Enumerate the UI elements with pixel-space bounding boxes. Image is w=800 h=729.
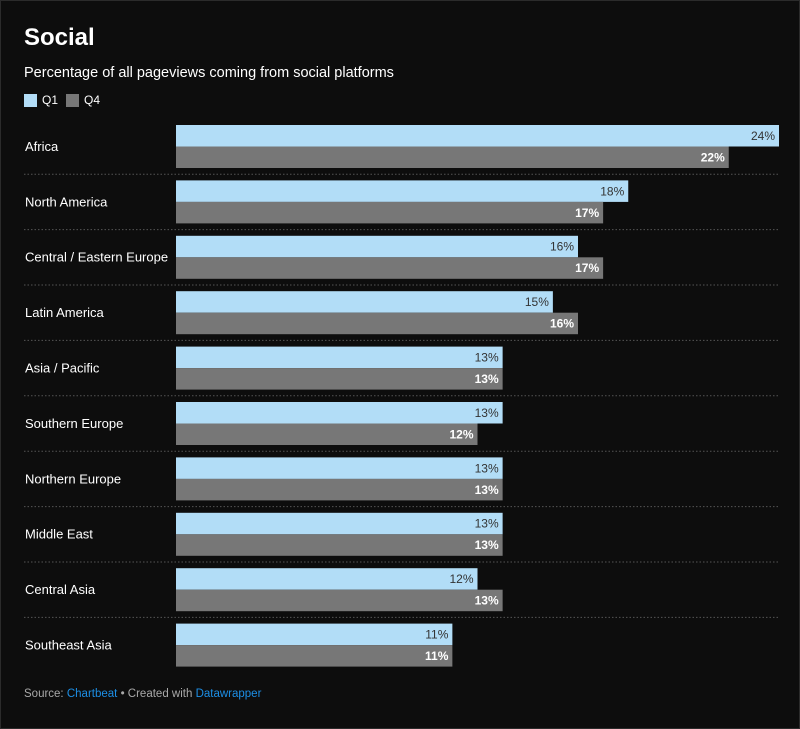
value-label-q1-central-asia: 12% — [449, 572, 473, 586]
category-label-southern-europe: Southern Europe — [25, 416, 123, 431]
value-label-q1-southeast-asia: 11% — [425, 628, 448, 642]
legend-label-q1: Q1 — [42, 93, 59, 107]
category-label-latin-america: Latin America — [25, 305, 105, 320]
chart-title: Social — [24, 24, 95, 51]
bar-q1-middle-east — [176, 512, 503, 535]
legend-item-q1: Q1 — [24, 93, 58, 107]
value-label-q1-northern-europe: 13% — [475, 461, 499, 475]
value-label-q4-southeast-asia: 11% — [425, 649, 449, 663]
datawrapper-link[interactable]: Datawrapper — [195, 688, 262, 700]
footer-created-with: Created with — [127, 688, 193, 700]
bar-q4-central-eastern-europe — [176, 257, 604, 279]
bar-q4-central-asia — [176, 589, 503, 612]
value-label-q4-northern-europe: 13% — [475, 483, 499, 497]
value-label-q1-southern-europe: 13% — [475, 406, 499, 420]
value-label-q1-latin-america: 15% — [525, 295, 549, 309]
value-label-q4-southern-europe: 12% — [449, 427, 473, 441]
category-label-africa: Africa — [25, 139, 59, 154]
footer-separator: • — [120, 688, 125, 700]
legend-swatch-q1 — [24, 93, 37, 107]
chart-subtitle: Percentage of all pageviews coming from … — [24, 65, 394, 81]
source-link[interactable]: Chartbeat — [66, 688, 118, 700]
bar-q1-northern-europe — [176, 457, 503, 479]
bar-q1-north-america — [176, 180, 629, 202]
bar-q4-southeast-asia — [176, 645, 453, 667]
bar-q1-latin-america — [176, 291, 553, 313]
value-label-q4-latin-america: 16% — [550, 317, 574, 331]
bar-q1-central-eastern-europe — [176, 235, 578, 258]
legend: Q1 Q4 — [24, 93, 108, 107]
category-label-asia-pacific: Asia / Pacific — [25, 361, 100, 376]
footer: Source: Chartbeat • Created with Datawra… — [24, 688, 261, 700]
legend-item-q4: Q4 — [66, 93, 100, 107]
bar-q4-southern-europe — [176, 423, 478, 445]
bar-q4-asia-pacific — [176, 368, 503, 390]
bar-q4-north-america — [176, 201, 604, 224]
legend-label-q4: Q4 — [84, 93, 101, 107]
bar-q1-central-asia — [176, 568, 478, 590]
bar-q1-asia-pacific — [176, 346, 503, 369]
bar-q4-latin-america — [176, 312, 578, 335]
category-label-north-america: North America — [25, 194, 108, 209]
value-label-q4-north-america: 17% — [575, 206, 599, 220]
category-label-central-asia: Central Asia — [25, 582, 96, 597]
category-label-northern-europe: Northern Europe — [25, 471, 121, 486]
value-label-q4-central-asia: 13% — [475, 594, 499, 608]
bar-q1-southern-europe — [176, 402, 503, 424]
bar-q4-middle-east — [176, 534, 503, 556]
bar-q4-africa — [176, 146, 729, 168]
bar-q1-africa — [176, 125, 779, 147]
category-label-southeast-asia: Southeast Asia — [25, 638, 112, 653]
bar-q4-northern-europe — [176, 478, 503, 501]
value-label-q1-middle-east: 13% — [475, 517, 499, 531]
category-label-middle-east: Middle East — [25, 527, 93, 542]
bar-q1-southeast-asia — [176, 623, 453, 646]
value-label-q4-central-eastern-europe: 17% — [575, 261, 599, 275]
value-label-q4-asia-pacific: 13% — [475, 372, 499, 386]
category-label-central-eastern-europe: Central / Eastern Europe — [25, 250, 168, 265]
value-label-q1-north-america: 18% — [600, 184, 624, 198]
value-label-q4-middle-east: 13% — [475, 538, 499, 552]
value-label-q1-central-eastern-europe: 16% — [550, 240, 574, 254]
value-label-q1-africa: 24% — [751, 129, 775, 143]
value-label-q4-africa: 22% — [701, 150, 725, 164]
legend-swatch-q4 — [66, 93, 80, 107]
footer-source-label: Source: — [24, 688, 64, 700]
value-label-q1-asia-pacific: 13% — [475, 351, 499, 365]
